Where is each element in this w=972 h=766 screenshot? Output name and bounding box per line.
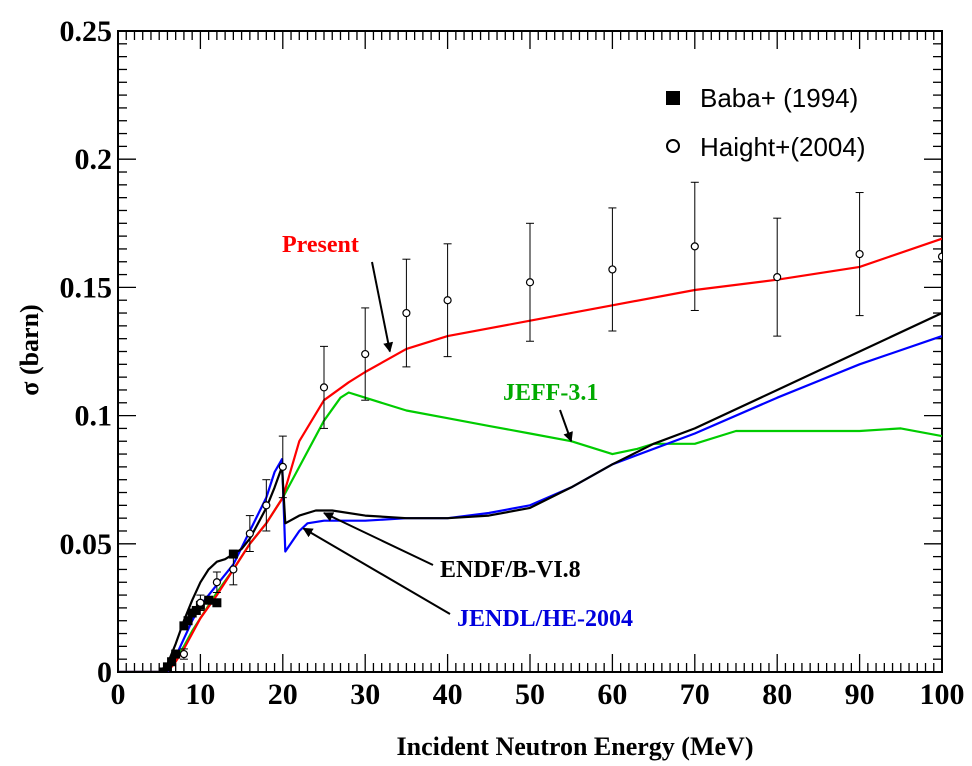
annotation-arrow-present — [371, 261, 394, 353]
annotation-label-present: Present — [282, 232, 359, 258]
x-tick-label: 50 — [515, 678, 545, 711]
legend-marker-baba — [666, 91, 680, 105]
baba-data-point — [167, 657, 177, 667]
y-tick-label: 0 — [97, 656, 112, 689]
x-tick-label: 30 — [350, 678, 380, 711]
x-tick-label: 90 — [845, 678, 875, 711]
annotation-arrow-endf-b-vi-8 — [323, 512, 434, 566]
haight-data-point — [608, 265, 617, 274]
annotation-arrow-jendl-he-2004 — [302, 527, 451, 615]
y-tick-label: 0.2 — [75, 143, 113, 176]
x-tick-label: 100 — [920, 678, 965, 711]
baba-data-point — [204, 595, 214, 605]
haight-data-point — [262, 501, 271, 510]
haight-data-point — [361, 349, 370, 359]
haight-data-point — [690, 242, 699, 251]
haight-data-point — [937, 252, 942, 261]
haight-data-point — [855, 249, 864, 259]
x-tick-label: 80 — [762, 678, 792, 711]
haight-data-point — [278, 462, 287, 471]
haight-data-point — [443, 296, 452, 305]
haight-data-point — [229, 565, 238, 574]
legend-label-baba: Baba+ (1994) — [700, 83, 858, 113]
haight-data-point — [196, 598, 205, 607]
x-axis-title: Incident Neutron Energy (MeV) — [397, 732, 754, 761]
haight-data-point — [212, 578, 221, 587]
annotation-label-jendl-he-2004: JENDL/HE-2004 — [457, 606, 633, 632]
baba-data-point — [183, 616, 193, 626]
series-group — [118, 181, 942, 672]
haight-data-point — [245, 529, 254, 538]
x-tick-label: 70 — [680, 678, 710, 711]
annotation-label-jeff-3-1: JEFF-3.1 — [503, 380, 598, 406]
x-tick-label: 10 — [185, 678, 215, 711]
baba-data-point — [179, 621, 189, 631]
baba-data-point — [191, 605, 201, 615]
x-tick-label: 0 — [111, 678, 126, 711]
annotation-arrow-jeff-3-1 — [559, 409, 573, 443]
annotation-label-endf-b-vi-8: ENDF/B-VI.8 — [440, 557, 581, 583]
haight-data-point — [319, 383, 329, 392]
baba-data-point — [212, 598, 222, 608]
haight-data-point — [525, 278, 535, 287]
y-axis-title: σ (barn) — [15, 304, 44, 395]
haight-data-point — [179, 649, 189, 659]
x-tick-label: 40 — [433, 678, 463, 711]
y-tick-label: 0.05 — [60, 528, 113, 561]
x-tick-label: 20 — [268, 678, 298, 711]
y-tick-label: 0.1 — [75, 400, 113, 433]
x-tick-label: 60 — [597, 678, 627, 711]
baba-data-point — [162, 662, 172, 672]
haight-data-point — [402, 308, 411, 318]
baba-data-point — [171, 649, 181, 659]
y-tick-label: 0.25 — [60, 15, 113, 48]
haight-data-point — [773, 273, 782, 282]
legend-marker-haight — [666, 139, 680, 153]
y-tick-label: 0.15 — [60, 271, 113, 304]
legend-label-haight: Haight+(2004) — [700, 132, 866, 162]
